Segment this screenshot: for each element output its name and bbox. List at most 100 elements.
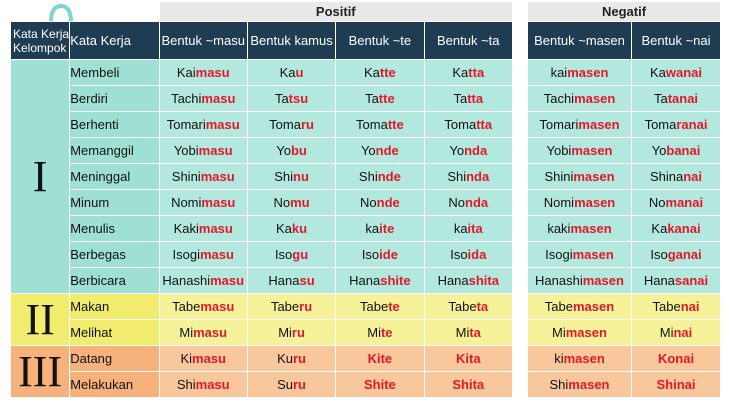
nai-cell: Shinanai (631, 163, 721, 190)
nai-cell-stem: Ka (649, 65, 666, 80)
kamus-cell-suffix: u (295, 65, 304, 80)
masen-cell: Mimasen (527, 319, 632, 346)
masen-cell: Nomimasen (527, 189, 632, 216)
ta-cell-suffix: Shita (452, 377, 485, 392)
ta-cell: Tatta (423, 85, 514, 112)
te-cell-suffix: ite (379, 221, 395, 236)
ta-cell-suffix: ta (476, 299, 489, 314)
kamus-cell-suffix: mu (290, 195, 310, 210)
group-label: III (9, 345, 71, 398)
kamus-cell-stem: Su (277, 377, 293, 392)
header-bentuk-masen: Bentuk ~masen (527, 21, 632, 60)
te-cell-stem: Ka (363, 65, 380, 80)
nai-cell: Isoganai (631, 241, 721, 268)
negatif-table: Negatif Bentuk ~masen Bentuk ~nai kaimas… (527, 1, 721, 398)
masu-cell-suffix: masu (198, 143, 233, 158)
header-bentuk-masu: Bentuk ~masu (158, 21, 248, 60)
masu-cell: Shimasu (158, 371, 248, 398)
te-cell-suffix: te (388, 299, 400, 314)
masu-cell-suffix: masu (205, 117, 240, 132)
te-cell: Mite (335, 319, 425, 346)
table-row: Isogimasen Isoganai (527, 241, 721, 268)
table-row: Melakukan Shimasu Suru Shite Shita (11, 371, 514, 398)
nai-cell-suffix: nai (683, 169, 703, 184)
masu-cell: Isogimasu (158, 241, 248, 268)
ta-cell-stem: Shi (447, 169, 467, 184)
table-row: I Membeli Kaimasu Kau Katte Katta (9, 59, 514, 294)
table-row: kimasen Konai (527, 345, 721, 372)
ta-cell: Hanashita (423, 267, 514, 294)
table-row: Mimasen Minai (527, 319, 721, 346)
kamus-cell: Suru (246, 371, 337, 398)
masen-cell: Shinimasen (527, 163, 632, 190)
masen-cell-suffix: masen (578, 117, 620, 132)
ta-cell-suffix: shita (468, 273, 499, 288)
nai-cell: Kawanai (631, 59, 721, 86)
kamus-cell: Tomaru (246, 111, 337, 138)
nai-cell-stem: Mi (659, 325, 674, 340)
masu-cell: Shinimasu (158, 163, 248, 190)
kamus-cell-stem: Tabe (270, 299, 300, 314)
nai-cell: Nomanai (631, 189, 721, 216)
verb-cell: Menulis (69, 215, 160, 242)
masu-cell-stem: Kai (176, 65, 196, 80)
masen-cell-stem: kai (550, 65, 568, 80)
table-row: Yobimasen Yobanai (527, 137, 721, 164)
kamus-cell-stem: Ka (279, 65, 296, 80)
masu-cell-stem: Shini (171, 169, 201, 184)
ta-cell-stem: Iso (450, 247, 468, 262)
masu-cell-stem: Hanashi (162, 273, 211, 288)
table-row: Tomarimasen Tomaranai (527, 111, 721, 138)
kamus-cell: Taberu (246, 293, 337, 320)
verb-cell: Datang (69, 345, 160, 372)
verb-cell: Berbegas (69, 241, 160, 268)
masen-cell: Tachimasen (527, 85, 632, 112)
ta-cell-stem: Ta (453, 91, 468, 106)
kamus-cell: Kuru (246, 345, 337, 372)
masu-cell-suffix: masu (201, 91, 236, 106)
table-row: Berdiri Tachimasu Tatsu Tatte Tatta (11, 85, 514, 112)
nai-cell-stem: Ta (653, 91, 668, 106)
table-row: Memanggil Yobimasu Yobu Yonde Yonda (11, 137, 514, 164)
masu-cell-suffix: masu (199, 247, 234, 262)
kamus-cell-suffix: gu (292, 247, 309, 262)
table-row: Hanashimasen Hanasanai (527, 267, 721, 294)
nai-cell: Yobanai (631, 137, 721, 164)
ta-cell: Mita (423, 319, 514, 346)
masu-cell-stem: Tachi (171, 91, 202, 106)
masen-cell: Isogimasen (527, 241, 632, 268)
kamus-cell-stem: No (273, 195, 291, 210)
verb-cell: Melakukan (69, 371, 160, 398)
nai-cell-stem: Toma (644, 117, 677, 132)
masu-cell: Yobimasu (158, 137, 248, 164)
ta-cell-suffix: nda (465, 195, 489, 210)
nai-cell-suffix: banai (666, 143, 701, 158)
ta-cell-suffix: tta (467, 91, 484, 106)
te-cell-suffix: tte (379, 65, 396, 80)
kamus-cell: Nomu (246, 189, 337, 216)
masu-cell-stem: Isogi (172, 247, 200, 262)
kamus-cell: Kau (246, 59, 337, 86)
masen-cell: Tabemasen (527, 293, 632, 320)
ta-cell-stem: Ka (452, 65, 469, 80)
masu-cell: Tachimasu (158, 85, 248, 112)
kamus-cell-suffix: bu (290, 143, 307, 158)
kamus-cell-stem: Shi (274, 169, 293, 184)
nai-cell: Tatanai (631, 85, 721, 112)
ta-cell-suffix: tta (468, 65, 485, 80)
kamus-cell-suffix: tsu (288, 91, 309, 106)
masu-cell-suffix: masu (195, 65, 230, 80)
ta-cell-suffix: ida (467, 247, 487, 262)
group-label: II (9, 293, 71, 346)
nai-cell-stem: Hana (643, 273, 675, 288)
ta-cell: kaita (423, 215, 514, 242)
masen-cell-stem: ki (554, 351, 564, 366)
ta-cell: Katta (423, 59, 514, 86)
masu-cell: Kimasu (158, 345, 248, 372)
masen-cell-stem: Shini (544, 169, 574, 184)
nai-cell: Tomaranai (631, 111, 721, 138)
masu-cell: Tabemasu (158, 293, 248, 320)
ta-cell-stem: Hana (437, 273, 469, 288)
masu-cell: Mimasu (158, 319, 248, 346)
te-cell: Isoide (335, 241, 425, 268)
